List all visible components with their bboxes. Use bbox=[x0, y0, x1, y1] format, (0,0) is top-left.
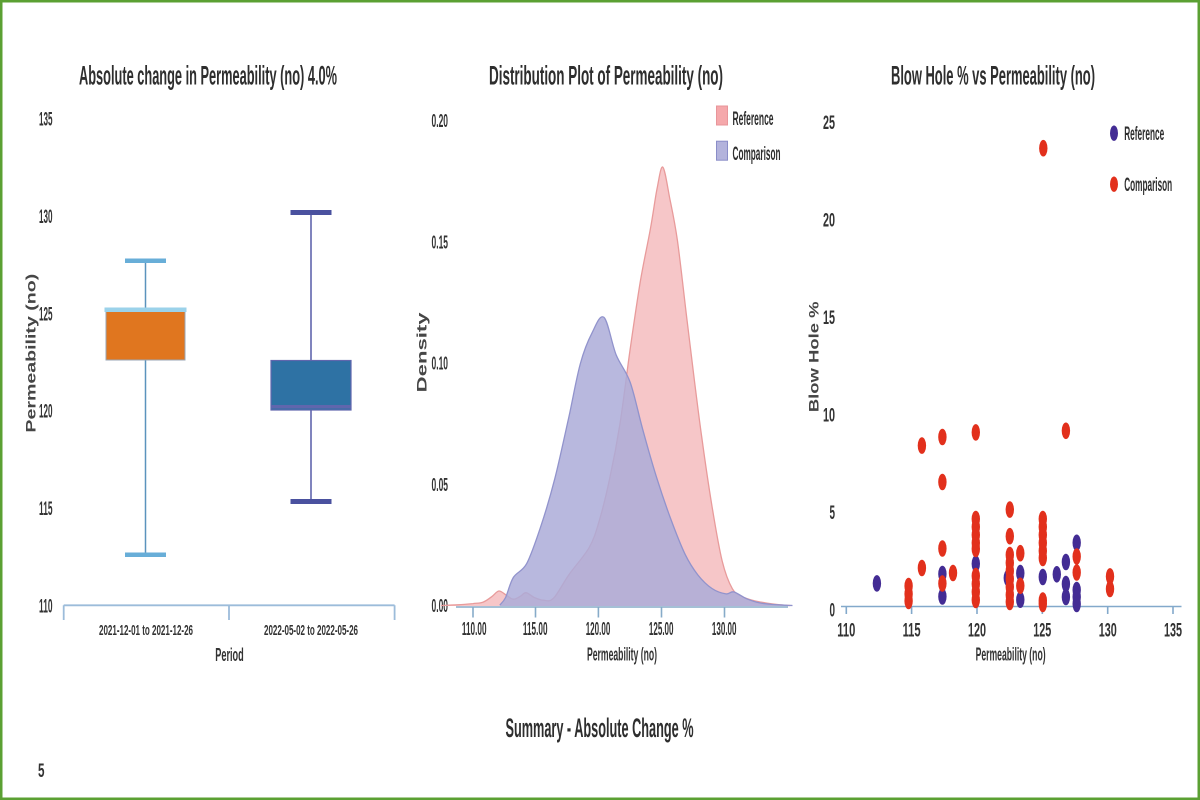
svg-text:0: 0 bbox=[830, 600, 836, 621]
svg-text:125: 125 bbox=[39, 304, 53, 325]
svg-text:125: 125 bbox=[1033, 621, 1051, 642]
svg-text:130: 130 bbox=[39, 207, 53, 228]
svg-text:135: 135 bbox=[1164, 621, 1182, 642]
svg-text:Density: Density bbox=[414, 312, 430, 393]
svg-text:5: 5 bbox=[38, 761, 45, 782]
svg-text:0.10: 0.10 bbox=[432, 354, 449, 374]
svg-text:110: 110 bbox=[39, 597, 53, 618]
svg-text:Permeability (no): Permeability (no) bbox=[587, 645, 657, 665]
svg-text:110: 110 bbox=[837, 621, 855, 642]
svg-text:Distribution Plot of Permeabil: Distribution Plot of Permeability (no) bbox=[489, 61, 723, 91]
svg-text:2021-12-01 to 2021-12-26: 2021-12-01 to 2021-12-26 bbox=[99, 622, 193, 639]
svg-text:130.00: 130.00 bbox=[712, 619, 737, 639]
svg-text:120.00: 120.00 bbox=[586, 619, 611, 639]
svg-text:15: 15 bbox=[823, 308, 835, 329]
svg-text:0.15: 0.15 bbox=[432, 232, 449, 252]
svg-text:Absolute change in Permeabilit: Absolute change in Permeability (no) 4.0… bbox=[79, 61, 337, 91]
svg-text:135: 135 bbox=[39, 110, 53, 131]
svg-text:5: 5 bbox=[830, 503, 836, 524]
svg-text:0.05: 0.05 bbox=[432, 475, 449, 495]
svg-text:120: 120 bbox=[968, 621, 986, 642]
svg-text:Blow Hole %: Blow Hole % bbox=[807, 301, 822, 412]
svg-text:Comparison: Comparison bbox=[733, 144, 781, 165]
svg-text:25: 25 bbox=[823, 113, 835, 134]
svg-text:125.00: 125.00 bbox=[649, 619, 674, 639]
svg-text:Period: Period bbox=[215, 645, 244, 665]
svg-text:0.20: 0.20 bbox=[432, 111, 449, 131]
svg-text:Summary - Absolute Change %: Summary - Absolute Change % bbox=[506, 713, 694, 743]
svg-text:0.00: 0.00 bbox=[432, 596, 449, 616]
svg-text:130: 130 bbox=[1099, 621, 1117, 642]
svg-text:120: 120 bbox=[39, 402, 53, 423]
svg-text:2022-05-02 to 2022-05-26: 2022-05-02 to 2022-05-26 bbox=[264, 622, 358, 639]
svg-text:115: 115 bbox=[903, 621, 921, 642]
svg-text:Reference: Reference bbox=[733, 109, 774, 130]
svg-text:Blow Hole % vs Permeability (n: Blow Hole % vs Permeability (no) bbox=[891, 61, 1095, 91]
svg-text:115.00: 115.00 bbox=[523, 619, 548, 639]
svg-text:Reference: Reference bbox=[1124, 124, 1164, 145]
svg-text:Permeability (no): Permeability (no) bbox=[976, 645, 1046, 665]
svg-text:115: 115 bbox=[39, 499, 53, 520]
svg-text:20: 20 bbox=[823, 210, 835, 231]
svg-text:Comparison: Comparison bbox=[1124, 175, 1172, 196]
svg-text:10: 10 bbox=[823, 405, 835, 426]
svg-text:110.00: 110.00 bbox=[462, 619, 487, 639]
svg-text:Permeability (no): Permeability (no) bbox=[23, 274, 39, 433]
